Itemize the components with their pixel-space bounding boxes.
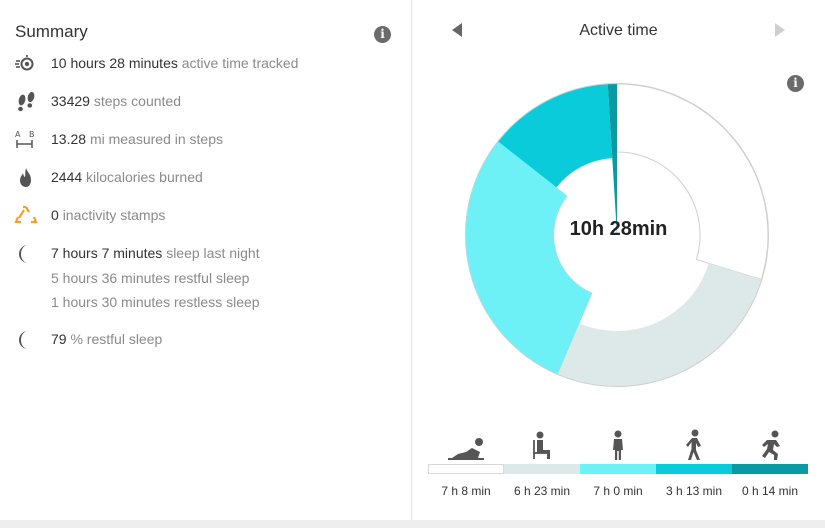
legend-item-walking: 3 h 13 min xyxy=(656,428,732,508)
steps-value: 33429 xyxy=(51,93,90,109)
info-icon[interactable]: i xyxy=(374,26,391,43)
moon-icon xyxy=(19,245,28,263)
legend-item-sitting: 6 h 23 min xyxy=(504,428,580,508)
legend-label-standing: 7 h 0 min xyxy=(593,484,643,498)
restless-sleep-detail: 1 hours 30 minutes restless sleep xyxy=(51,294,260,310)
chevron-right-icon[interactable] xyxy=(775,23,785,37)
lying-person-icon xyxy=(428,428,504,464)
legend-label-sitting: 6 h 23 min xyxy=(513,484,571,498)
active-time-icon xyxy=(15,55,34,71)
active-time-value: 10 hours 28 minutes xyxy=(51,55,178,71)
restful-percent-label: % restful sleep xyxy=(70,331,163,347)
donut-center-label: 10h 28min xyxy=(569,218,668,240)
inactivity-value: 0 xyxy=(51,207,59,223)
distance-label: mi measured in steps xyxy=(89,131,223,147)
sleep-label: sleep last night xyxy=(166,245,260,261)
legend-item-standing: 7 h 0 min xyxy=(580,428,656,508)
active-time-donut-chart xyxy=(465,83,769,387)
legend-swatch-sitting xyxy=(504,464,580,474)
sitting-person-icon xyxy=(504,428,580,464)
restful-percent-value: 79 xyxy=(51,331,67,347)
donut-slice-running[interactable] xyxy=(607,84,617,235)
summary-title: Summary xyxy=(15,22,88,41)
calories-label: kilocalories burned xyxy=(86,169,203,185)
panel-divider xyxy=(411,0,412,520)
legend-label-running: 0 h 14 min xyxy=(741,484,799,498)
active-time-panel: Active time i 10h 28min 7 h 8 min 6 h 23 … xyxy=(412,0,825,520)
flame-icon xyxy=(20,168,31,187)
bottom-strip xyxy=(0,520,825,528)
distance-value: 13.28 xyxy=(51,131,87,147)
svg-text:A: A xyxy=(15,130,21,139)
footsteps-icon xyxy=(18,91,35,112)
donut-slice-lying[interactable] xyxy=(616,83,769,281)
legend-swatch-walking xyxy=(656,464,732,474)
legend-label-walking: 3 h 13 min xyxy=(665,484,723,498)
info-icon[interactable]: i xyxy=(787,75,804,92)
steps-label: steps counted xyxy=(93,93,181,109)
legend-swatch-running xyxy=(732,464,808,474)
donut-slice-walking[interactable] xyxy=(498,84,613,188)
moon-icon xyxy=(19,331,28,349)
inactivity-label: inactivity stamps xyxy=(62,207,166,223)
legend-label-lying: 7 h 8 min xyxy=(441,484,491,498)
standing-person-icon xyxy=(580,428,656,464)
chart-title: Active time xyxy=(579,22,658,39)
summary-panel: Summary i 10 hours 28 minutes active tim… xyxy=(0,0,411,520)
calories-value: 2444 xyxy=(51,169,83,185)
active-time-label: active time tracked xyxy=(181,55,299,71)
running-person-icon xyxy=(732,428,808,464)
inactivity-stamp-icon xyxy=(14,205,38,224)
chevron-left-icon[interactable] xyxy=(452,23,462,37)
sleep-value: 7 hours 7 minutes xyxy=(51,245,163,261)
legend-item-running: 0 h 14 min xyxy=(732,428,808,508)
legend-swatch-standing xyxy=(580,464,656,474)
donut-slice-standing[interactable] xyxy=(466,141,593,374)
legend-item-lying: 7 h 8 min xyxy=(428,428,504,508)
donut-slice-sitting[interactable] xyxy=(557,263,762,386)
walking-person-icon xyxy=(656,428,732,464)
distance-ab-icon: A B xyxy=(15,130,35,148)
svg-text:B: B xyxy=(29,130,35,139)
restful-sleep-detail: 5 hours 36 minutes restful sleep xyxy=(51,270,250,286)
legend-swatch-lying xyxy=(428,464,504,474)
